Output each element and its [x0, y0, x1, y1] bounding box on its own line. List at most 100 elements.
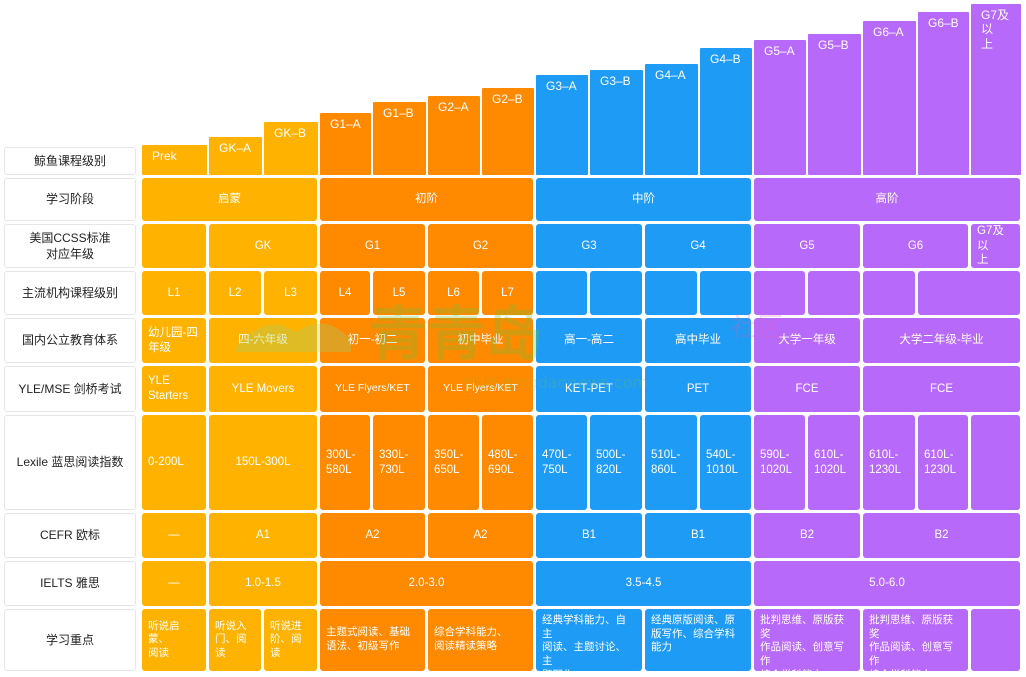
lexile-cell: 0-200L — [142, 415, 206, 510]
level-bar: G4–B — [700, 48, 752, 175]
ccss-cell: G2 — [428, 224, 533, 268]
focus-cell: 听说入 门、阅读 — [209, 609, 261, 671]
yle-cell: KET-PET — [536, 366, 642, 412]
ccss-cell: G7及以 上 — [971, 224, 1020, 268]
inst-cell — [590, 271, 642, 315]
ccss-cell: G6 — [863, 224, 968, 268]
focus-cell — [971, 609, 1020, 671]
row-label-domestic: 国内公立教育体系 — [4, 318, 136, 363]
inst-cell: L7 — [482, 271, 533, 315]
ielts-cell: — — [142, 561, 206, 606]
lexile-cell: 610L- 1230L — [863, 415, 915, 510]
cefr-cell: A2 — [428, 513, 533, 558]
ielts-cell: 3.5-4.5 — [536, 561, 751, 606]
inst-cell: L5 — [373, 271, 425, 315]
cefr-cell: A2 — [320, 513, 425, 558]
yle-cell: FCE — [754, 366, 860, 412]
lexile-cell: 480L- 690L — [482, 415, 533, 510]
focus-cell: 批判思维、原版获奖 作品阅读、创意写作 综合学科能力 — [754, 609, 860, 671]
stage-cell: 高阶 — [754, 178, 1020, 221]
focus-cell: 批判思维、原版获奖 作品阅读、创意写作 综合学科能力 — [863, 609, 968, 671]
level-bar: Prek — [142, 145, 207, 175]
level-bar: G3–B — [590, 70, 643, 175]
cefr-cell: A1 — [209, 513, 317, 558]
level-bar: G7及以 上 — [971, 4, 1021, 175]
level-bar: G5–B — [808, 34, 861, 175]
level-bar: G4–A — [645, 64, 698, 175]
lexile-cell: 510L- 860L — [645, 415, 697, 510]
ccss-cell: G1 — [320, 224, 425, 268]
lexile-cell — [971, 415, 1020, 510]
inst-cell — [918, 271, 1020, 315]
cefr-cell: B2 — [863, 513, 1020, 558]
level-bar: G6–A — [863, 21, 916, 175]
focus-cell: 听说启蒙、 阅读 — [142, 609, 206, 671]
ielts-cell: 2.0-3.0 — [320, 561, 533, 606]
domestic-cell: 高中毕业 — [645, 318, 751, 363]
focus-cell: 经典学科能力、自主 阅读、主题讨论、主 题写作 — [536, 609, 642, 671]
ccss-cell: G4 — [645, 224, 751, 268]
lexile-cell: 470L- 750L — [536, 415, 587, 510]
inst-cell: L3 — [264, 271, 317, 315]
row-label-cefr: CEFR 欧标 — [4, 513, 136, 558]
lexile-cell: 330L- 730L — [373, 415, 425, 510]
focus-cell: 听说进 阶、阅读 — [264, 609, 317, 671]
row-label-ccss: 美国CCSS标准 对应年级 — [4, 224, 136, 268]
row-label-levels: 鲸鱼课程级别 — [4, 147, 136, 175]
cefr-cell: B2 — [754, 513, 860, 558]
yle-cell: FCE — [863, 366, 1020, 412]
stage-cell: 中阶 — [536, 178, 751, 221]
level-bar: G6–B — [918, 12, 969, 175]
yle-cell: YLE Flyers/KET — [320, 366, 425, 412]
inst-cell: L2 — [209, 271, 261, 315]
inst-cell — [645, 271, 697, 315]
lexile-cell: 540L- 1010L — [700, 415, 751, 510]
yle-cell: YLE Flyers/KET — [428, 366, 533, 412]
inst-cell — [754, 271, 805, 315]
lexile-cell: 610L- 1230L — [918, 415, 968, 510]
inst-cell — [536, 271, 587, 315]
lexile-cell: 300L- 580L — [320, 415, 370, 510]
yle-cell: YLE Movers — [209, 366, 317, 412]
row-label-inst: 主流机构课程级别 — [4, 271, 136, 315]
level-bar: G3–A — [536, 75, 588, 175]
lexile-cell: 610L- 1020L — [808, 415, 860, 510]
row-label-ielts: IELTS 雅思 — [4, 561, 136, 606]
domestic-cell: 大学二年级-毕业 — [863, 318, 1020, 363]
inst-cell: L6 — [428, 271, 479, 315]
lexile-cell: 350L- 650L — [428, 415, 479, 510]
inst-cell — [700, 271, 751, 315]
level-bar: G2–A — [428, 96, 480, 175]
cefr-cell: B1 — [536, 513, 642, 558]
inst-cell: L1 — [142, 271, 206, 315]
level-bar: G1–B — [373, 102, 426, 175]
lexile-cell: 500L- 820L — [590, 415, 642, 510]
domestic-cell: 初中毕业 — [428, 318, 533, 363]
row-label-focus: 学习重点 — [4, 609, 136, 671]
inst-cell: L4 — [320, 271, 370, 315]
lexile-cell: 590L- 1020L — [754, 415, 805, 510]
ccss-cell: G5 — [754, 224, 860, 268]
domestic-cell: 四-六年级 — [209, 318, 317, 363]
ccss-cell: G3 — [536, 224, 642, 268]
level-bar: G2–B — [482, 88, 534, 175]
domestic-cell: 初一-初二 — [320, 318, 425, 363]
focus-cell: 经典原版阅读、原 版写作、综合学科 能力 — [645, 609, 751, 671]
ielts-cell: 5.0-6.0 — [754, 561, 1020, 606]
domestic-cell: 大学一年级 — [754, 318, 860, 363]
cefr-cell: B1 — [645, 513, 751, 558]
yle-cell: PET — [645, 366, 751, 412]
stage-cell: 初阶 — [320, 178, 533, 221]
level-bar: GK–B — [264, 122, 318, 175]
focus-cell: 主题式阅读、基础 语法、初级写作 — [320, 609, 425, 671]
ielts-cell: 1.0-1.5 — [209, 561, 317, 606]
stage-cell: 启蒙 — [142, 178, 317, 221]
level-bar: G1–A — [320, 113, 371, 175]
inst-cell — [863, 271, 915, 315]
level-bar: GK–A — [209, 137, 262, 175]
cefr-cell: — — [142, 513, 206, 558]
ccss-cell — [142, 224, 206, 268]
row-label-stage: 学习阶段 — [4, 178, 136, 221]
level-bar: G5–A — [754, 40, 806, 175]
